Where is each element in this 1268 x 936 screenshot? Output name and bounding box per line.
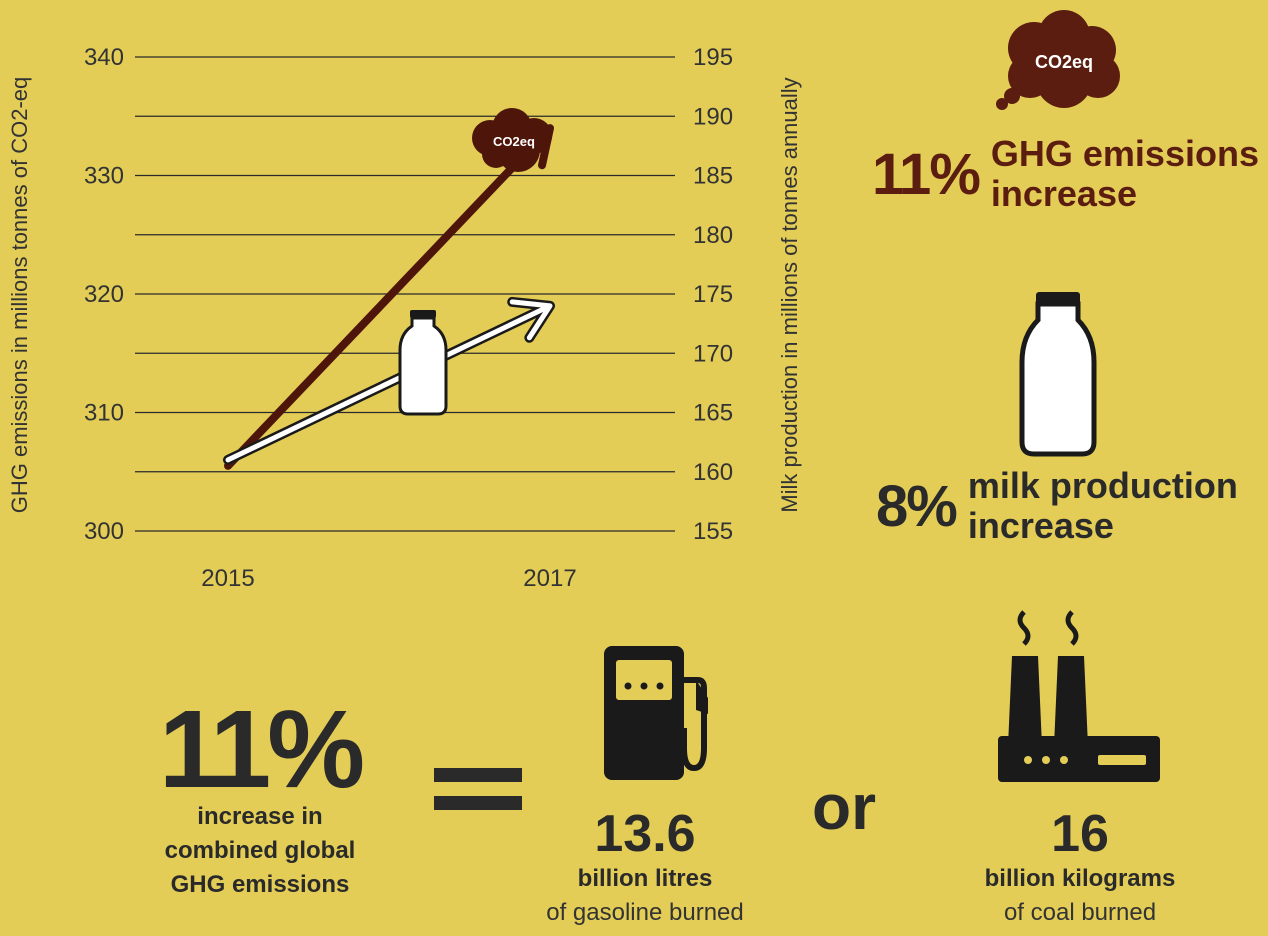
or-text: or: [812, 771, 876, 843]
x-axis-ticks: 2015 2017: [201, 565, 576, 592]
right-tick-label: 170: [693, 340, 733, 367]
coal-desc: of coal burned: [1003, 899, 1157, 926]
milk-percent: 8%: [876, 473, 958, 539]
gasoline-unit: billion litres: [577, 865, 713, 892]
milk-bottle-icon: [1019, 292, 1097, 457]
co2-cloud-icon: CO2eq: [472, 108, 552, 172]
ghg-line1: GHG emissions: [990, 133, 1259, 174]
combined-line1: increase in: [197, 803, 323, 830]
ghg-line2: increase: [990, 173, 1137, 214]
ghg-percent: 11%: [872, 141, 981, 207]
right-tick-label: 185: [693, 163, 733, 190]
gasoline-block: 13.6 billion litres of gasoline burned: [520, 806, 770, 930]
right-axis-ticks: 155 160 165 170 175 180 185 190 195: [693, 44, 733, 545]
x-tick-label: 2015: [201, 565, 254, 592]
milk-line1: milk production: [967, 465, 1238, 506]
combined-line3: GHG emissions: [170, 871, 350, 898]
left-tick-label: 340: [84, 44, 124, 71]
left-axis-ticks: 300 310 320 330 340: [84, 44, 124, 545]
right-tick-label: 175: [693, 281, 733, 308]
ghg-stat-text: GHG emissions increase: [991, 134, 1259, 214]
combined-ghg-block: 11% increase in combined global GHG emis…: [110, 688, 410, 902]
coal-block: 16 billion kilograms of coal burned: [940, 806, 1220, 930]
series-0: [224, 124, 554, 470]
milk-bottle-icon: [398, 310, 448, 416]
y-axis-left-label: GHG emissions in millions tonnes of CO2-…: [7, 77, 32, 514]
combined-line2: combined global: [164, 837, 356, 864]
right-tick-label: 195: [693, 44, 733, 71]
x-tick-label: 2017: [523, 565, 576, 592]
milk-stat-text: milk production increase: [968, 466, 1238, 546]
equals-bottom-bar: [434, 796, 522, 810]
ghg-stat: 11% GHG emissions increase: [872, 134, 1259, 214]
co2-cloud-icon: CO2eq: [996, 10, 1120, 110]
series-line: [224, 124, 554, 470]
gas-pump-icon: [604, 646, 708, 780]
right-tick-label: 180: [693, 222, 733, 249]
left-tick-label: 330: [84, 163, 124, 190]
gasoline-desc: of gasoline burned: [546, 899, 744, 926]
left-tick-label: 320: [84, 281, 124, 308]
co2-label: CO2eq: [1035, 52, 1093, 72]
co2-label: CO2eq: [493, 134, 535, 149]
equals-top-bar: [434, 768, 522, 782]
combined-percent: 11%: [158, 688, 365, 811]
y-axis-right-label: Milk production in millions of tonnes an…: [777, 77, 802, 512]
left-tick-label: 300: [84, 518, 124, 545]
left-tick-label: 310: [84, 400, 124, 427]
coal-value: 16: [1051, 805, 1109, 863]
right-tick-label: 155: [693, 518, 733, 545]
dual-axis-chart: 300 310 320 330 340 155 160 165 170 175 180 185 190…: [7, 44, 802, 592]
right-tick-label: 190: [693, 103, 733, 130]
gasoline-value: 13.6: [594, 805, 696, 863]
milk-stat: 8% milk production increase: [876, 466, 1238, 546]
series-1: [223, 296, 555, 465]
milk-line2: increase: [967, 505, 1114, 546]
series-layer: [223, 124, 555, 470]
series-line: [225, 299, 553, 463]
coal-unit: billion kilograms: [984, 865, 1176, 892]
factory-icon: [998, 610, 1160, 782]
right-tick-label: 165: [693, 400, 733, 427]
gridlines: [135, 56, 675, 532]
right-tick-label: 160: [693, 459, 733, 486]
